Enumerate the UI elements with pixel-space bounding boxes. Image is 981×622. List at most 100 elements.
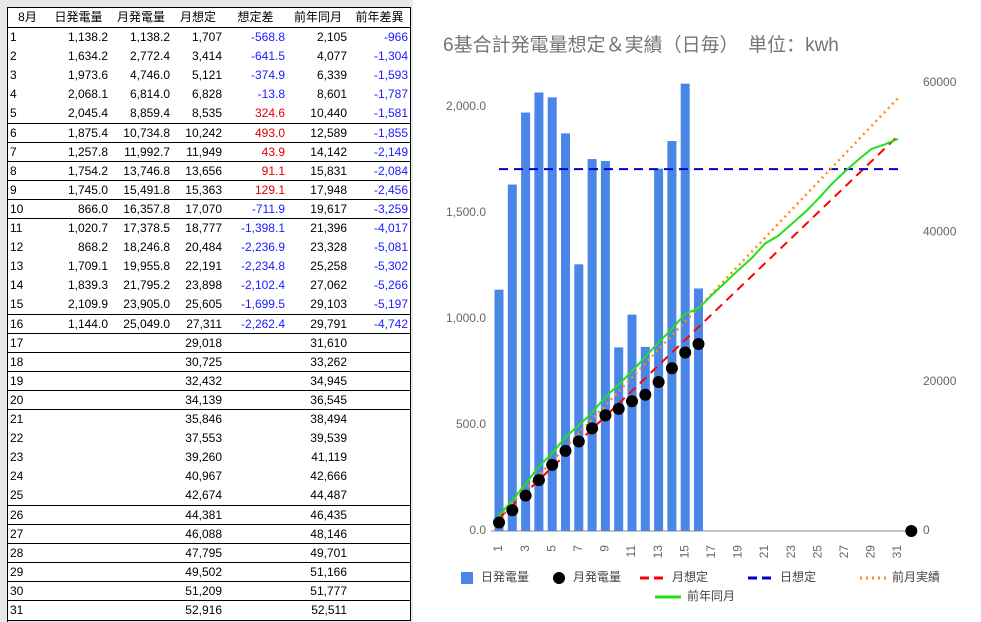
table-cell: 1,257.8 <box>47 142 111 163</box>
table-cell: 2,045.4 <box>47 104 111 124</box>
bar <box>680 83 690 532</box>
table-cell: 44,487 <box>287 486 350 506</box>
table-cell <box>224 410 288 430</box>
dot <box>679 346 692 359</box>
table-cell: 20 <box>8 390 48 411</box>
table: 8月 日発電量 月発電量 月想定 想定差 前年同月 前年差異 1 1,138.2 1,138.2 1… <box>0 0 413 622</box>
table-cell: 33,262 <box>287 352 350 373</box>
table-cell: 36,545 <box>287 390 350 411</box>
x-tick-label: 1 <box>491 545 505 552</box>
bar <box>574 264 584 531</box>
table-cell <box>47 333 111 354</box>
table-cell: 3,414 <box>172 47 225 67</box>
table-cell <box>224 562 288 583</box>
table-cell: 27 <box>8 524 48 545</box>
table-cell: 44,381 <box>172 505 225 526</box>
dot <box>905 525 918 537</box>
table-cell: 11 <box>8 219 48 239</box>
table-cell <box>47 410 111 430</box>
table-cell: 23,328 <box>287 238 350 258</box>
table-cell: 42,666 <box>287 467 350 487</box>
table-cell: 23 <box>8 448 48 468</box>
table-cell: 29,791 <box>287 314 350 335</box>
table-cell: 37,553 <box>172 429 225 449</box>
dot <box>599 409 612 422</box>
table-cell: 29,018 <box>172 333 225 354</box>
table-cell <box>110 562 173 583</box>
table-cell: 30 <box>8 581 48 602</box>
header-cell: 前年同月 <box>287 8 350 28</box>
table-cell <box>349 543 411 564</box>
table-cell: -5,266 <box>349 276 411 296</box>
table-cell <box>110 410 173 430</box>
bar <box>507 184 517 531</box>
table-cell: 46,435 <box>287 505 350 526</box>
table-cell <box>349 352 411 373</box>
table-cell: 8,535 <box>172 104 225 124</box>
table-border <box>7 7 411 8</box>
table-cell: 1,138.2 <box>47 28 111 48</box>
bar <box>694 288 703 531</box>
dot <box>493 516 505 529</box>
y-tick-label: 2,000.0 <box>446 99 486 113</box>
table-cell: 17,378.5 <box>110 219 173 239</box>
table-cell: 5 <box>8 104 48 124</box>
table-cell: 1,707 <box>172 28 225 48</box>
dot <box>519 489 532 502</box>
table-cell <box>224 371 288 392</box>
table-cell <box>224 352 288 373</box>
table-cell: -5,197 <box>349 295 411 315</box>
table-cell: 2,068.1 <box>47 85 111 105</box>
legend-label: 月想定 <box>672 569 708 584</box>
table-cell: 26 <box>8 505 48 526</box>
table-cell: -1,581 <box>349 104 411 124</box>
table-cell <box>47 543 111 564</box>
table-cell: 18 <box>8 352 48 373</box>
legend-label: 前年同月 <box>687 588 735 603</box>
legend-label: 月発電量 <box>573 570 621 584</box>
table-cell: 4,077 <box>287 47 350 67</box>
chart-title: 6基合計発電量想定＆実績（日毎） 単位：kwh <box>443 34 839 56</box>
x-tick-label: 23 <box>784 545 798 559</box>
table-cell: 18,246.8 <box>110 238 173 258</box>
table-cell: 866.0 <box>47 199 111 220</box>
table-cell: 5,121 <box>172 66 225 86</box>
dot <box>639 388 652 401</box>
table-cell: -374.9 <box>224 66 288 86</box>
table-cell: 42,674 <box>172 486 225 506</box>
table-cell: 324.6 <box>224 104 288 124</box>
table-cell: 1,745.0 <box>47 180 111 201</box>
table-cell: 30,725 <box>172 352 225 373</box>
table-cell: -4,742 <box>349 314 411 335</box>
table-cell: 10,440 <box>287 104 350 124</box>
dot <box>546 458 559 471</box>
table-cell: 17,070 <box>172 199 225 220</box>
y-tick-label: 1,500.0 <box>446 205 486 219</box>
table-cell: -2,149 <box>349 142 411 163</box>
x-tick-label: 5 <box>544 545 558 552</box>
table-cell: 25,605 <box>172 295 225 315</box>
table-cell <box>110 333 173 354</box>
table-cell: 23,905.0 <box>110 295 173 315</box>
table-cell <box>349 467 411 487</box>
table-cell: 493.0 <box>224 123 288 144</box>
table-cell: 31 <box>8 601 48 621</box>
table-cell: -13.8 <box>224 85 288 105</box>
table-cell <box>110 371 173 392</box>
table-cell: 91.1 <box>224 161 288 182</box>
x-tick-label: 21 <box>757 545 771 559</box>
table-cell: 12,589 <box>287 123 350 144</box>
table-cell: -1,593 <box>349 66 411 86</box>
table-cell: 868.2 <box>47 238 111 258</box>
table-cell: 52,916 <box>172 601 225 621</box>
table-cell: 24 <box>8 467 48 487</box>
table-cell <box>47 581 111 602</box>
x-tick-label: 17 <box>704 545 718 559</box>
table-cell: 34,945 <box>287 371 350 392</box>
table-cell <box>224 543 288 564</box>
table-cell: 2,105 <box>287 28 350 48</box>
table-cell: 8,601 <box>287 85 350 105</box>
table-cell: 3 <box>8 66 48 86</box>
table-cell <box>47 505 111 526</box>
